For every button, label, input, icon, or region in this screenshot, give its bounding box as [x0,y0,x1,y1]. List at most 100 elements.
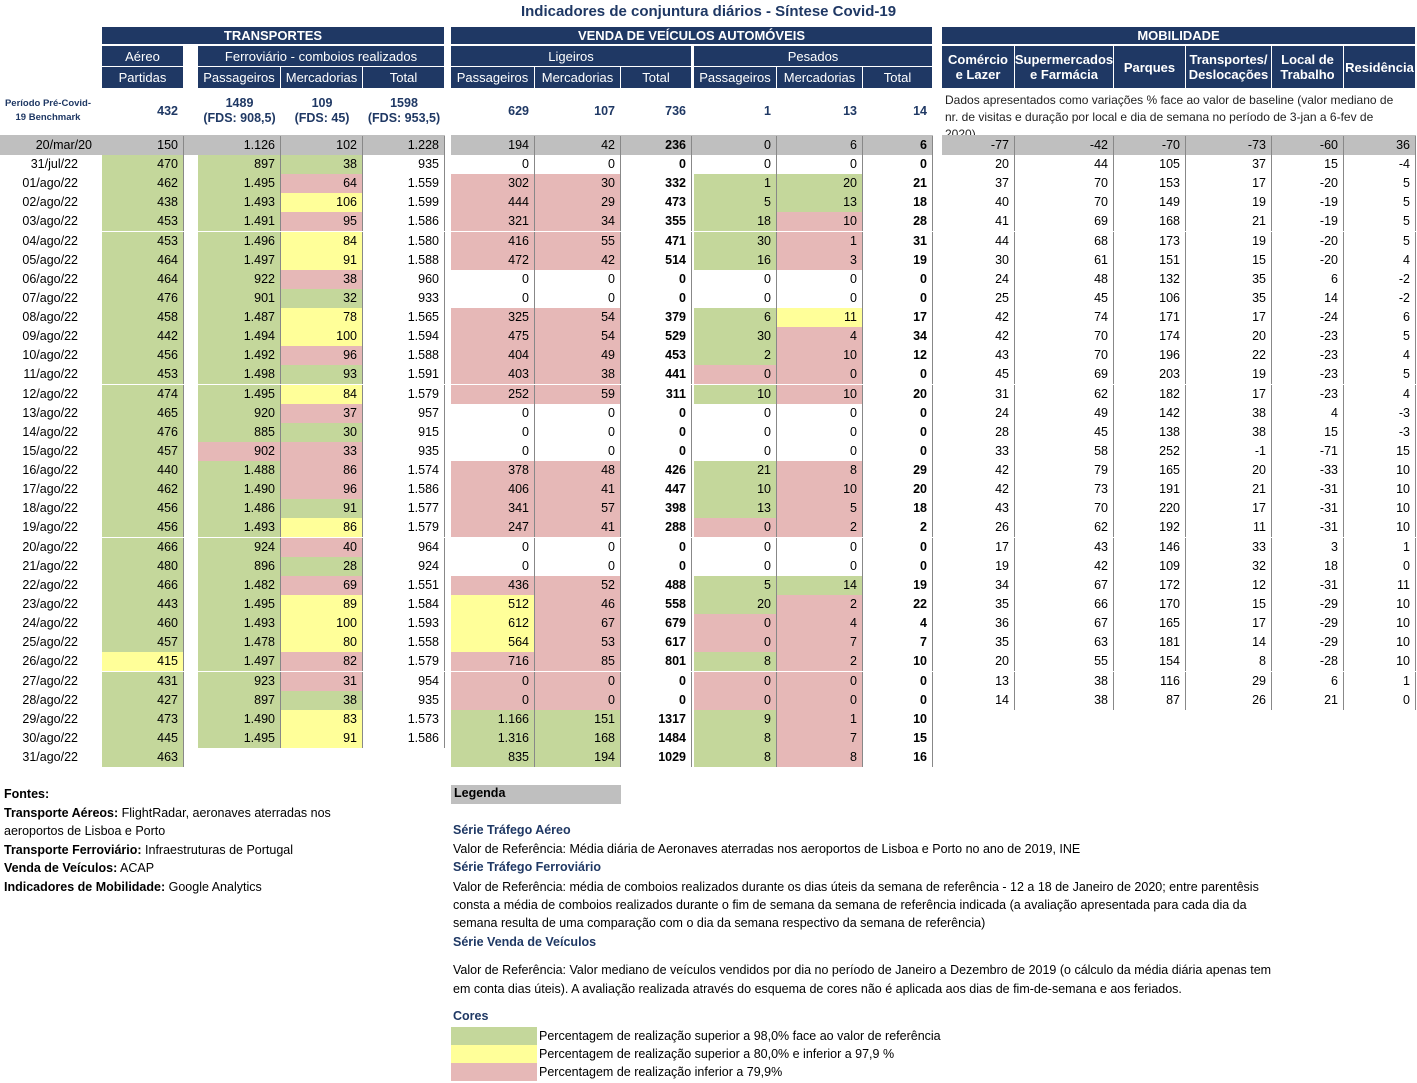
table-cell: 5 [1344,212,1416,232]
table-cell: 28 [281,556,363,576]
table-cell: 146 [1114,537,1186,557]
benchmark-value: 736 [665,104,686,118]
table-cell: 35 [1186,269,1272,289]
sources-venda-label: Venda de Veículos: [4,861,118,875]
table-cell: 436 [451,575,535,595]
table-cell: -31 [1272,499,1344,519]
table-cell: 466 [102,575,184,595]
table-cell: -23 [1272,327,1344,347]
table-cell: 0 [535,441,621,461]
table-cell: 26 [1186,690,1272,710]
row-date: 16/ago/22 [22,463,78,478]
table-cell: 0 [777,155,863,174]
table-cell: 55 [535,231,621,251]
table-cell: 0 [777,288,863,308]
table-cell: 6 [1272,269,1344,289]
table-cell: 15 [1186,250,1272,270]
table-cell: 1.487 [198,308,281,328]
table-cell: 0 [694,441,777,461]
table-cell: 10 [1344,518,1416,538]
table-cell: -23 [1272,384,1344,404]
table-cell: 52 [535,575,621,595]
table-cell: 1484 [621,728,692,748]
table-cell: 83 [281,709,363,729]
table-cell [1015,729,1114,748]
table-cell: 1.478 [198,633,281,653]
table-cell: 91 [281,250,363,270]
table-cell: 28 [863,212,933,232]
table-cell: 473 [102,709,184,729]
table-cell: 0 [777,671,863,691]
table-cell: 288 [621,518,692,538]
table-cell: 17 [1186,174,1272,194]
table-cell: 960 [363,269,445,289]
table-cell: 16 [694,250,777,270]
table-cell: 54 [535,327,621,347]
table-cell: 476 [102,422,184,442]
table-cell: 964 [363,537,445,557]
table-cell: 37 [281,403,363,423]
table-cell: 415 [102,652,184,672]
table-cell: 70 [1015,499,1114,519]
table-cell: 0 [777,422,863,442]
table-cell: 84 [281,384,363,404]
table-cell: 247 [451,518,535,538]
table-cell: 0 [777,537,863,557]
table-cell: 12 [863,346,933,366]
reference-row-bg [942,135,1416,155]
table-cell: 0 [777,365,863,385]
table-cell: 915 [363,422,445,442]
sources-title: Fontes: [4,787,50,801]
table-cell: 38 [1186,422,1272,442]
table-cell: 2 [694,346,777,366]
table-cell: 0 [694,633,777,653]
table-cell: 61 [1015,250,1114,270]
table-cell: 66 [1015,594,1114,614]
table-cell: 11 [1344,575,1416,595]
table-cell: 10 [1344,633,1416,653]
legend-venda-text1: Valor de Referência: Valor mediano de ve… [453,963,1272,977]
header-pes-total: Total [863,67,933,88]
table-cell: 73 [1015,480,1114,500]
table-cell: -2 [1344,269,1416,289]
table-cell: 33 [281,441,363,461]
table-cell: -31 [1272,518,1344,538]
table-cell: 442 [102,327,184,347]
table-cell: 896 [198,556,281,576]
benchmark-value: 1 [764,104,771,118]
table-cell: 41 [942,212,1015,232]
table-cell: 84 [281,231,363,251]
table-cell: 1.316 [451,728,535,748]
table-cell: 21 [694,461,777,481]
table-cell: 1 [694,174,777,194]
table-cell: 5 [777,499,863,519]
table-cell: 89 [281,594,363,614]
table-cell: 0 [535,403,621,423]
row-date: 10/ago/22 [22,348,78,363]
header-residencia: Residência [1344,46,1416,88]
header-ferro-mercadorias: Mercadorias [281,67,363,88]
row-date: 04/ago/22 [22,233,78,248]
table-cell: 1.591 [363,365,445,385]
table-cell: 332 [621,174,692,194]
table-cell: 1.228 [363,136,445,155]
benchmark-sub: (FDS: 908,5) [203,111,276,125]
table-cell: 5 [1344,193,1416,213]
table-cell: 37 [1186,155,1272,174]
table-cell: 1.577 [363,499,445,519]
table-cell: 70 [1015,174,1114,194]
table-cell: 20 [942,155,1015,174]
table-cell: 933 [363,288,445,308]
legend-red-swatch [451,1063,537,1081]
table-cell: 897 [198,690,281,710]
table-cell: 10 [1344,614,1416,634]
table-cell: 55 [1015,652,1114,672]
table-cell: 426 [621,461,692,481]
benchmark-value: 109 (FDS: 45) [281,96,363,126]
row-date: 25/ago/22 [22,635,78,650]
table-cell: 1.482 [198,575,281,595]
table-cell: 38 [281,155,363,174]
row-date: 18/ago/22 [22,501,78,516]
table-cell [1272,748,1344,767]
table-cell: 31 [281,671,363,691]
